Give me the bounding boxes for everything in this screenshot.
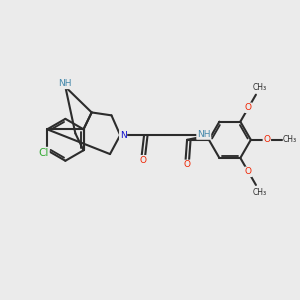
Text: O: O [184, 160, 190, 169]
Text: Cl: Cl [38, 148, 49, 158]
Text: O: O [263, 135, 270, 144]
Text: N: N [120, 131, 127, 140]
Text: CH₃: CH₃ [253, 83, 267, 92]
Text: O: O [245, 167, 252, 176]
Text: NH: NH [58, 80, 72, 88]
Text: NH: NH [197, 130, 211, 139]
Text: O: O [245, 103, 252, 112]
Text: CH₃: CH₃ [253, 188, 267, 196]
Text: CH₃: CH₃ [283, 135, 297, 144]
Text: O: O [140, 156, 147, 165]
